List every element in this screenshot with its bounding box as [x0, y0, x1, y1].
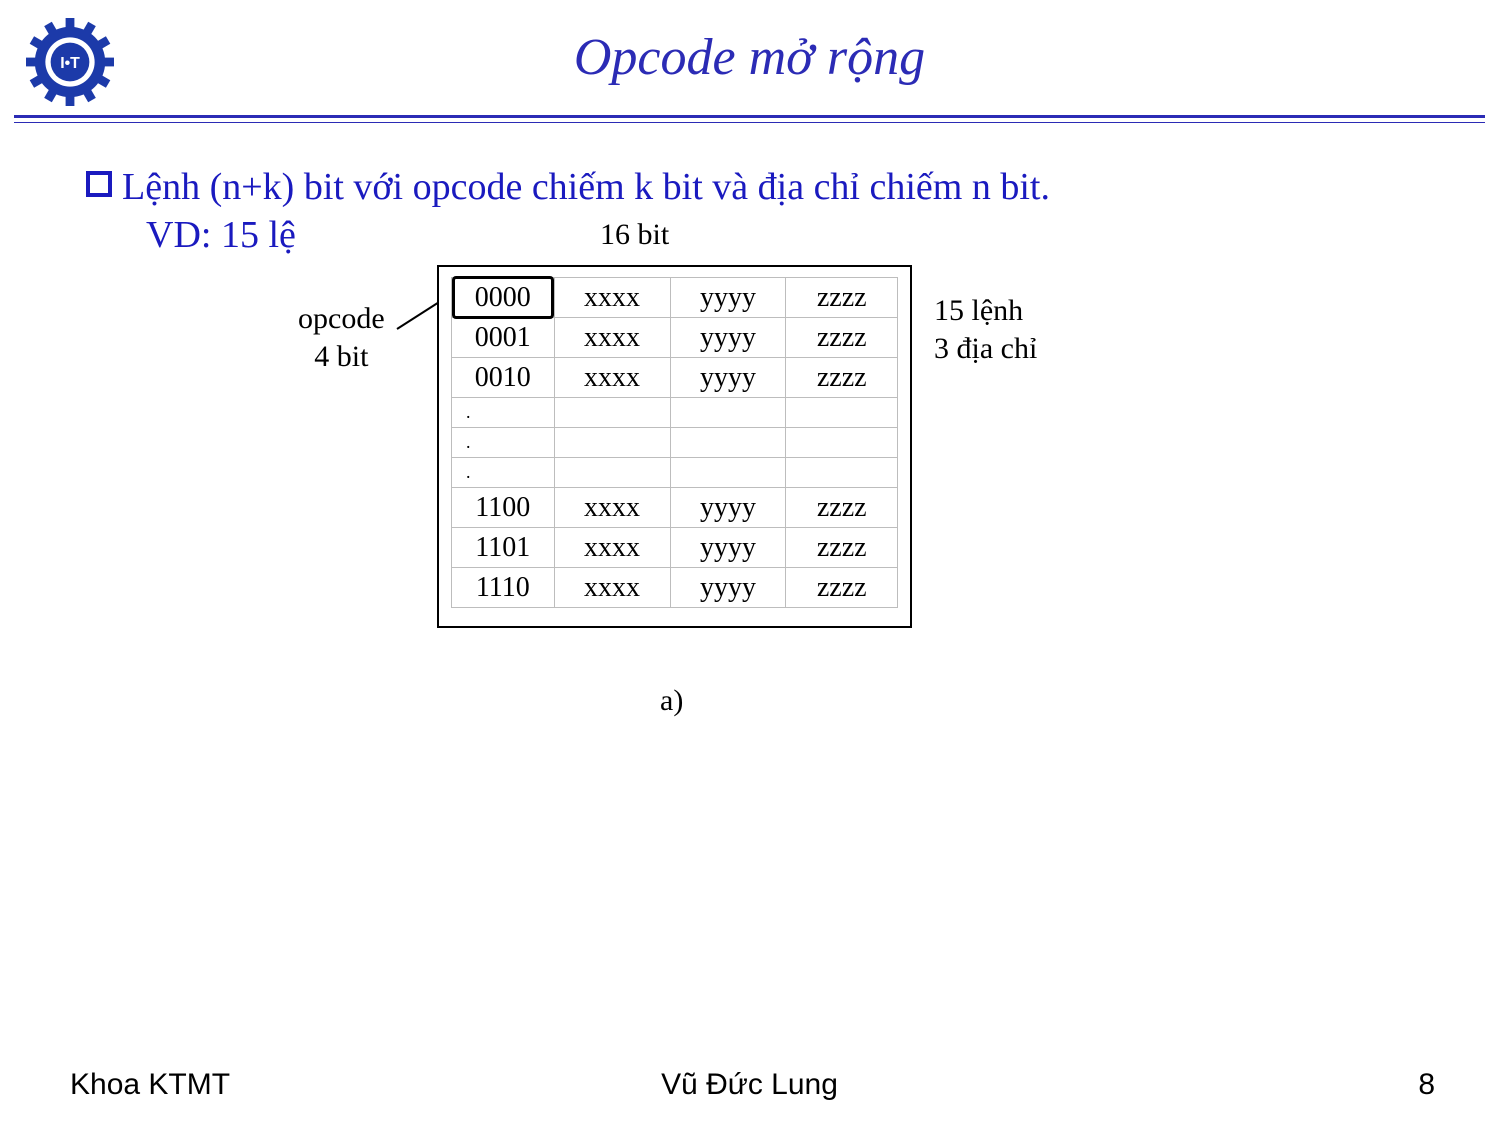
table-cell: 0001 [452, 318, 555, 358]
opcode-left-label: opcode 4 bit [298, 300, 385, 375]
table-row: 0001xxxxyyyyzzzz [452, 318, 898, 358]
opcode-left-label-line1: opcode [298, 302, 385, 335]
right-label-line1: 15 lệnh [934, 294, 1023, 327]
bullet-subtext: VD: 15 lệ [146, 213, 296, 257]
table-cell: xxxx [554, 278, 670, 318]
slide-title: Opcode mở rộng [0, 28, 1499, 87]
table-cell: yyyy [670, 318, 786, 358]
slide-header: I•T [0, 0, 1499, 130]
table-cell [786, 458, 898, 488]
table-cell: . [452, 458, 555, 488]
table-cell: xxxx [554, 568, 670, 608]
table-cell: zzzz [786, 528, 898, 568]
right-label-line2: 3 địa chỉ [934, 332, 1037, 365]
table-cell: xxxx [554, 318, 670, 358]
table-cell: 0000 [452, 278, 555, 318]
table-cell: yyyy [670, 278, 786, 318]
table-cell: zzzz [786, 278, 898, 318]
table-row: 1100xxxxyyyyzzzz [452, 488, 898, 528]
table-cell [786, 428, 898, 458]
bullet-item: Lệnh (n+k) bit với opcode chiếm k bit và… [86, 165, 1050, 209]
table-cell [554, 458, 670, 488]
table-cell [670, 398, 786, 428]
footer-author: Vũ Đức Lung [0, 1068, 1499, 1102]
opcode-left-label-line2: 4 bit [314, 340, 368, 373]
table-cell: xxxx [554, 358, 670, 398]
table-cell [670, 428, 786, 458]
table-cell: 0010 [452, 358, 555, 398]
table-cell [786, 398, 898, 428]
table-cell: 1110 [452, 568, 555, 608]
bullet-text: Lệnh (n+k) bit với opcode chiếm k bit và… [122, 166, 1050, 208]
table-cell: zzzz [786, 488, 898, 528]
figure-top-label: 16 bit [600, 218, 669, 252]
table-cell: . [452, 398, 555, 428]
bullet-square-icon [86, 171, 112, 197]
figure-caption: a) [660, 684, 683, 718]
table-row: . [452, 428, 898, 458]
table-cell [670, 458, 786, 488]
table-cell: yyyy [670, 488, 786, 528]
header-divider [14, 115, 1485, 123]
table-row: . [452, 398, 898, 428]
table-row: 0010xxxxyyyyzzzz [452, 358, 898, 398]
footer-page-number: 8 [1418, 1068, 1435, 1102]
opcode-table: 0000xxxxyyyyzzzz0001xxxxyyyyzzzz0010xxxx… [451, 277, 898, 608]
table-cell: zzzz [786, 358, 898, 398]
table-cell: . [452, 428, 555, 458]
table-row: 1110xxxxyyyyzzzz [452, 568, 898, 608]
table-row: 1101xxxxyyyyzzzz [452, 528, 898, 568]
table-cell: xxxx [554, 488, 670, 528]
table-cell: yyyy [670, 568, 786, 608]
table-cell: 1101 [452, 528, 555, 568]
table-cell [554, 428, 670, 458]
table-cell: zzzz [786, 318, 898, 358]
table-row: 0000xxxxyyyyzzzz [452, 278, 898, 318]
table-cell: yyyy [670, 358, 786, 398]
table-cell: zzzz [786, 568, 898, 608]
table-row: . [452, 458, 898, 488]
figure-right-labels: 15 lệnh 3 địa chỉ [934, 292, 1037, 367]
table-cell: yyyy [670, 528, 786, 568]
table-cell: xxxx [554, 528, 670, 568]
table-cell [554, 398, 670, 428]
table-cell: 1100 [452, 488, 555, 528]
opcode-table-frame: 0000xxxxyyyyzzzz0001xxxxyyyyzzzz0010xxxx… [437, 265, 912, 628]
